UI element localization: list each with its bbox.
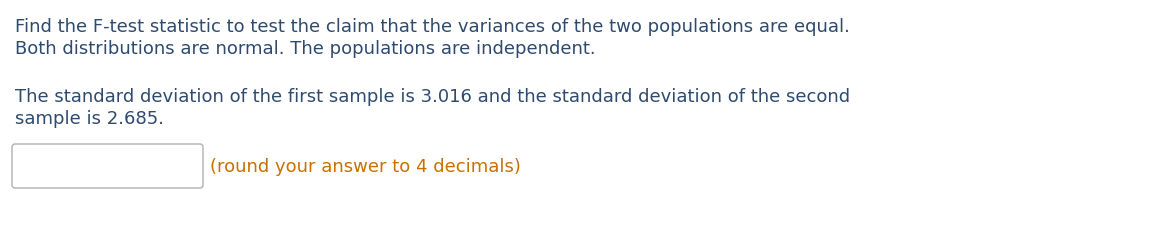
Text: The standard deviation of the first sample is 3.016 and the standard deviation o: The standard deviation of the first samp…	[15, 88, 850, 106]
Text: Find the F-test statistic to test the claim that the variances of the two popula: Find the F-test statistic to test the cl…	[15, 18, 850, 36]
Text: (round your answer to 4 decimals): (round your answer to 4 decimals)	[210, 157, 521, 175]
Text: Both distributions are normal. The populations are independent.: Both distributions are normal. The popul…	[15, 40, 595, 58]
FancyBboxPatch shape	[12, 144, 203, 188]
Text: sample is 2.685.: sample is 2.685.	[15, 110, 164, 127]
